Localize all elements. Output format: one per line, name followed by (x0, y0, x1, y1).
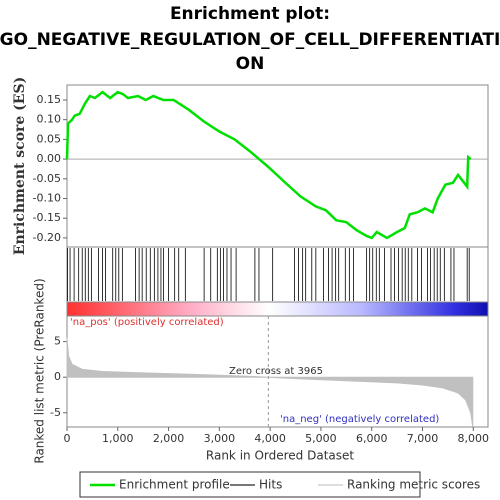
x-tick-label: 3,000 (204, 432, 236, 445)
annotation: 'na_pos' (positively correlated) (70, 317, 224, 328)
x-tick-label: 5,000 (305, 432, 337, 445)
plot-frame (66, 84, 489, 428)
y-tick-label: 0.10 (37, 113, 62, 126)
x-tick-label: 6,000 (356, 432, 388, 445)
x-tick-label: 2,000 (153, 432, 185, 445)
enrichment-line (65, 90, 472, 240)
metric-area (66, 338, 474, 428)
x-tick-label: 0 (64, 432, 71, 445)
chart-subtitle: ON (236, 54, 265, 74)
y-tick-label: -0.15 (33, 211, 61, 224)
rank-color-bar (66, 301, 489, 317)
y-tick-label: 0.05 (37, 132, 62, 145)
x-tick-label: 1,000 (102, 432, 134, 445)
y-tick-label: -0.05 (33, 172, 61, 185)
y-tick-label: 0 (54, 370, 61, 383)
chart-subtitle: GO_NEGATIVE_REGULATION_OF_CELL_DIFFERENT… (0, 30, 500, 50)
annotation: Zero cross at 3965 (229, 366, 323, 377)
x-tick-label: 8,000 (458, 432, 490, 445)
legend-label: Ranking metric scores (347, 478, 480, 492)
y-tick-label: -5 (50, 406, 61, 419)
x-axis-label: Rank in Ordered Dataset (206, 449, 354, 463)
chart-title: Enrichment plot: (170, 4, 330, 24)
y-axis-label: Ranked list metric (PreRanked) (33, 278, 47, 463)
y-tick-label: 5 (54, 335, 61, 348)
x-tick-label: 4,000 (254, 432, 286, 445)
y-tick-label: -0.20 (33, 231, 61, 244)
legend-label: Enrichment profile (119, 478, 230, 492)
legend-label: Hits (259, 478, 282, 492)
y-tick-label: 0.15 (37, 93, 62, 106)
x-tick-label: 7,000 (407, 432, 439, 445)
y-axis-label: Enrichment score (ES) (12, 77, 28, 255)
annotation: 'na_neg' (negatively correlated) (280, 414, 439, 425)
y-tick-label: 0.00 (37, 152, 62, 165)
y-tick-label: -0.10 (33, 192, 61, 205)
